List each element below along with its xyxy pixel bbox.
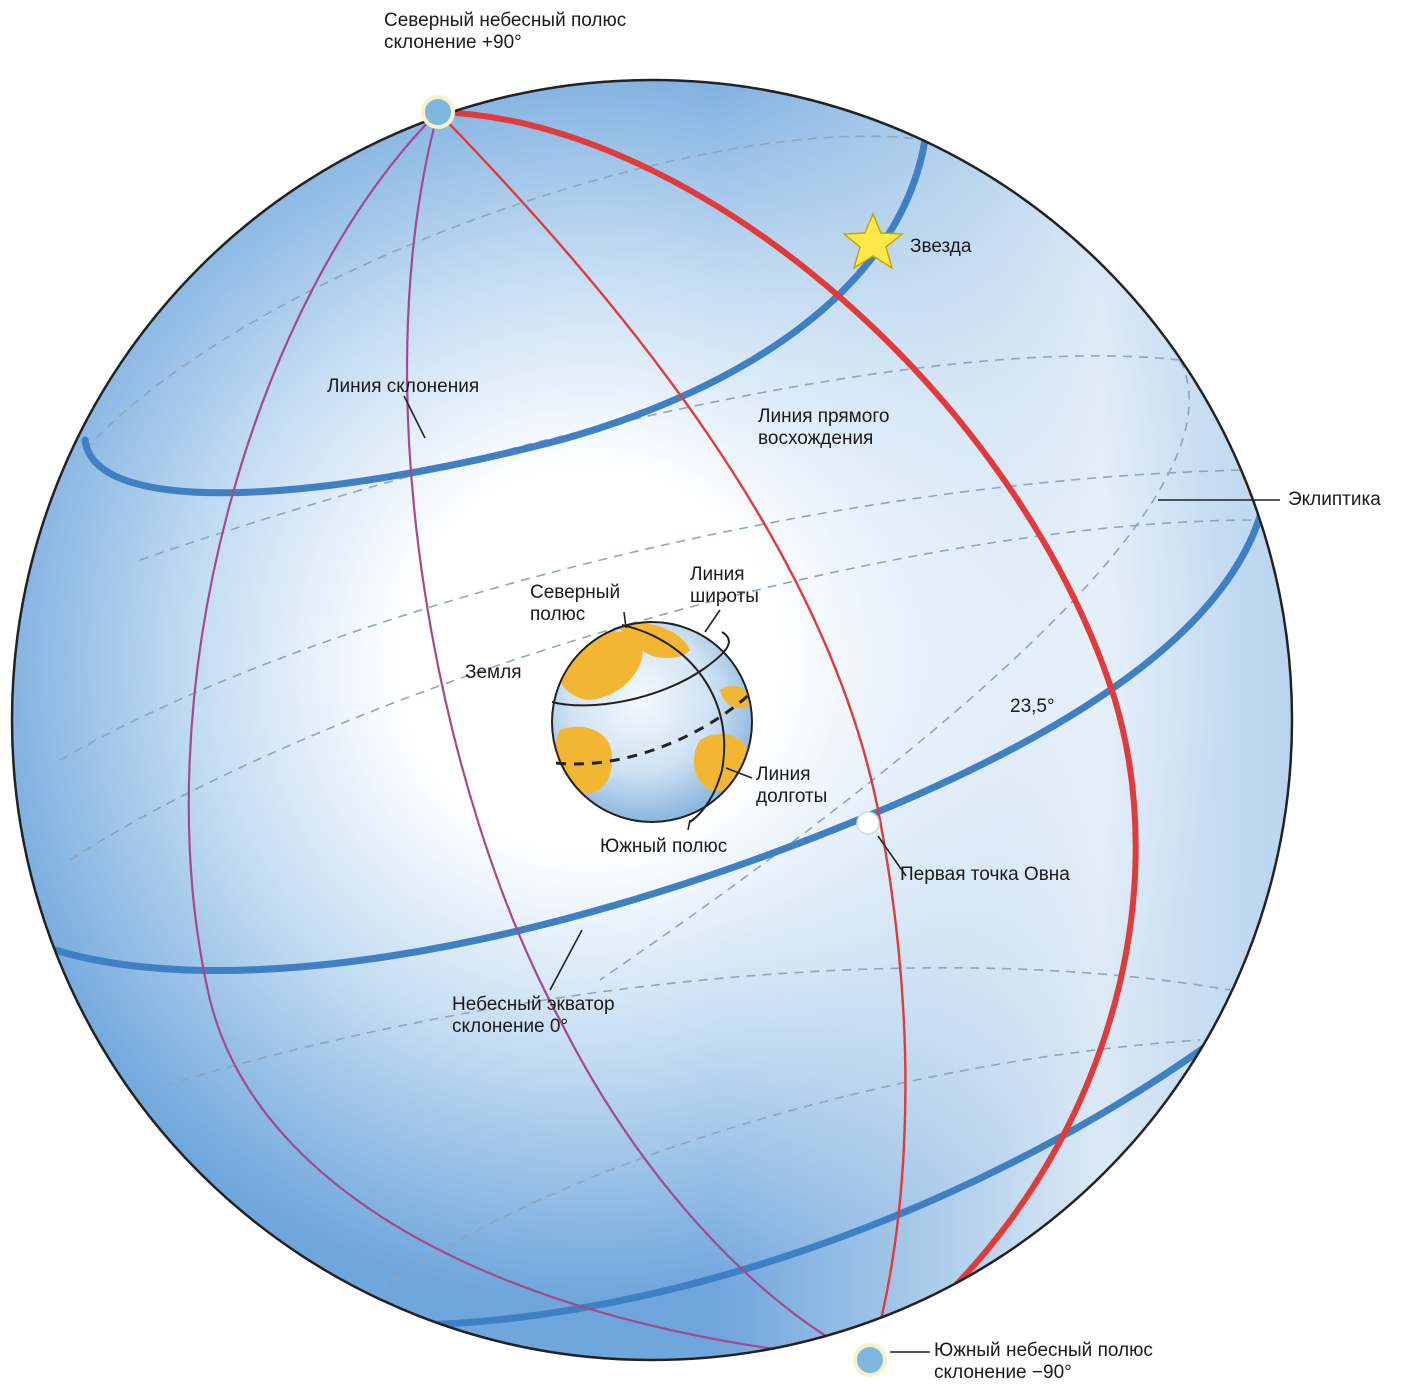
label-north-celestial-pole-line2: склонение +90° [384, 32, 522, 53]
south-celestial-pole-point [853, 1343, 887, 1377]
label-south-celestial-pole: Южный небесный полюс склонение −90° [934, 1340, 1153, 1384]
celestial-equator [51, 506, 1266, 975]
earth-land-nw [615, 622, 690, 659]
right-ascension-lines [435, 109, 1139, 1360]
leader-aries [877, 835, 907, 877]
label-longitude-line2: долготы [756, 786, 828, 807]
label-right-ascension-line2: восхождения [758, 428, 874, 449]
sphere-outline [10, 78, 1294, 1362]
label-celestial-equator-line2: склонение 0° [452, 1016, 569, 1037]
ecliptic-back-lower [59, 469, 1246, 761]
leader-south-pole [687, 819, 691, 831]
ecliptic-back-upper [139, 355, 1181, 561]
leader-latitude [704, 609, 721, 633]
label-earth: Земля [465, 662, 522, 683]
label-north-pole-line2: полюс [530, 604, 586, 625]
earth-equator [555, 690, 754, 766]
label-south-pole: Южный полюс [600, 836, 728, 857]
label-latitude-line1: Линия [690, 564, 745, 585]
earth-outline [551, 621, 753, 823]
leader-lines [403, 395, 1280, 1353]
leader-longitude [725, 767, 753, 779]
declination-line-lower [376, 1036, 1219, 1329]
lower-back-circle-1 [119, 967, 1231, 1101]
label-north-celestial-pole-line1: Северный небесный полюс [384, 10, 627, 31]
label-north-pole-line1: Северный [530, 582, 621, 603]
label-south-celestial-pole-line1: Южный небесный полюс [934, 1340, 1153, 1361]
right-ascension-line-star [435, 109, 1139, 1360]
label-celestial-equator-line1: Небесный экватор [452, 994, 615, 1015]
label-north-pole: Северный полюс [530, 582, 620, 626]
label-first-point-of-aries: Первая точка Овна [900, 864, 1070, 885]
right-ascension-meridian [436, 110, 907, 1360]
label-celestial-equator: Небесный экватор склонение 0° [452, 994, 615, 1038]
meridian-center [406, 111, 871, 1360]
earth-land-ne [720, 685, 751, 709]
label-star: Звезда [910, 236, 972, 257]
meridians [187, 111, 871, 1360]
leader-declination [403, 395, 426, 439]
ecliptic-back-curve [599, 359, 1190, 981]
declination-circles [51, 136, 1266, 1329]
label-north-celestial-pole: Северный небесный полюс склонение +90° [384, 10, 626, 54]
earth-land-west [555, 726, 613, 794]
north-celestial-pole-point [421, 95, 455, 129]
label-right-ascension-line: Линия прямого восхождения [758, 406, 889, 450]
label-right-ascension-line1: Линия прямого [758, 406, 890, 427]
lower-back-circle-2 [379, 1039, 1201, 1291]
leader-north-pole [623, 611, 627, 629]
label-south-celestial-pole-line2: склонение −90° [934, 1362, 1072, 1383]
earth-globe [551, 621, 754, 823]
label-latitude-line2: широты [690, 586, 759, 607]
label-longitude-line1: Линия [756, 764, 811, 785]
star-icon [842, 212, 904, 270]
label-declination-line: Линия склонения [327, 376, 480, 397]
meridian-left [187, 111, 871, 1360]
leader-equator [549, 929, 583, 991]
label-tilt-angle: 23,5° [1010, 696, 1055, 717]
label-ecliptic: Эклиптика [1288, 489, 1381, 510]
label-latitude-line: Линия широты [690, 564, 759, 608]
label-longitude-line: Линия долготы [756, 764, 827, 808]
first-point-of-aries-point [856, 811, 880, 835]
declination-line-upper [81, 136, 929, 497]
earth-latitude-line [551, 631, 730, 707]
